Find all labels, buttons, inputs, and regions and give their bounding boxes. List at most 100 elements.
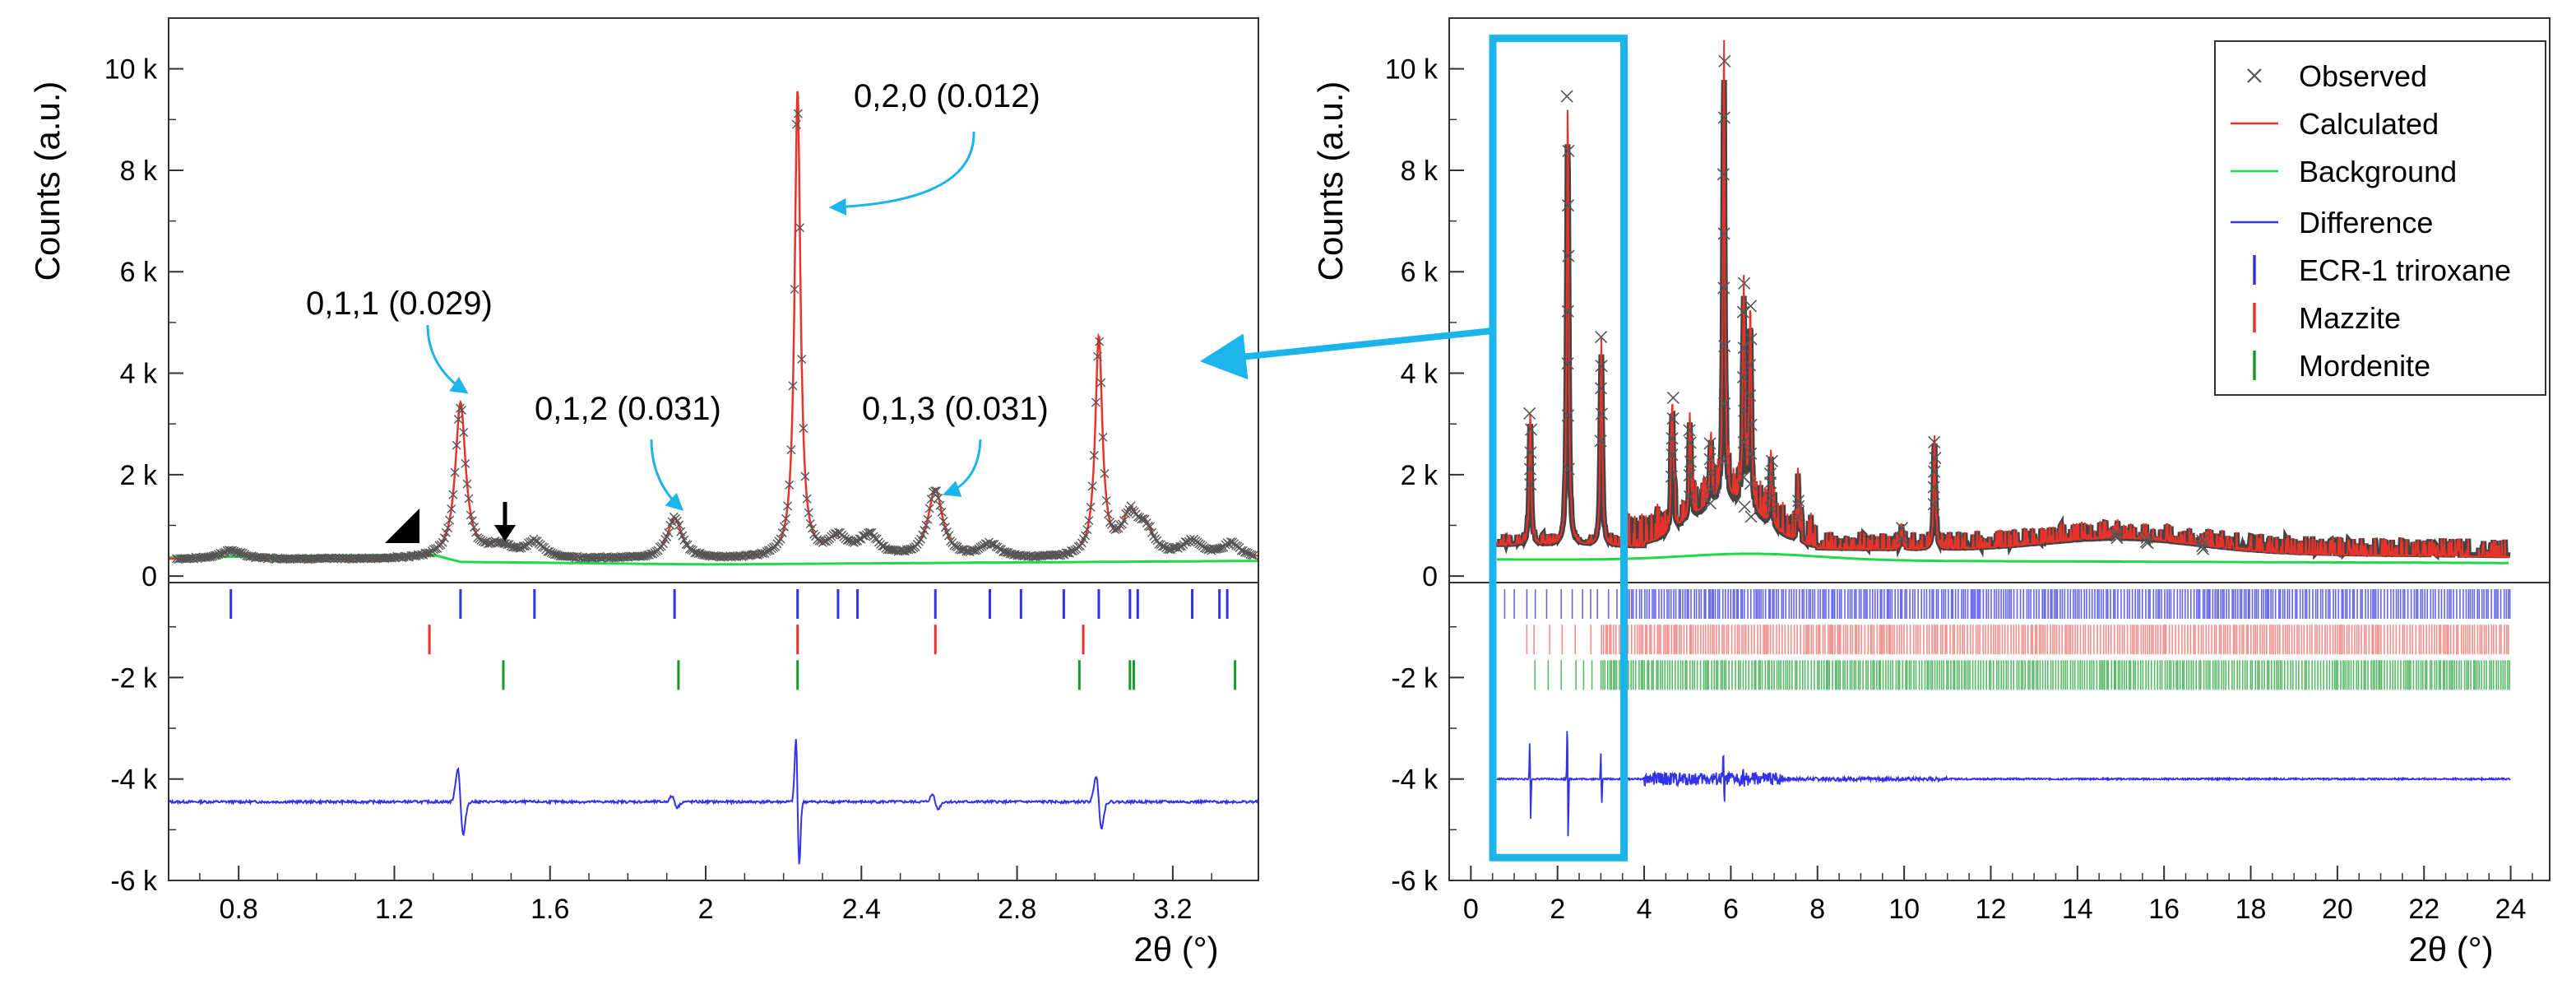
annotation-013: 0,1,3 (0.031) — [862, 391, 1049, 427]
zoom-observed-point — [1145, 522, 1155, 532]
zoom-observed-point — [448, 490, 458, 499]
full-observed-point — [1562, 249, 1575, 262]
full-observed-point — [1765, 454, 1779, 467]
legend-symbol — [2247, 68, 2262, 83]
zoom-observed-point — [776, 534, 785, 544]
full-x-tick-label: 16 — [2148, 894, 2180, 925]
full-observed-point — [1744, 447, 1758, 460]
full-observed-point — [1927, 481, 1940, 494]
zoom-difference-line — [169, 739, 1258, 865]
zoom-observed-point — [807, 523, 817, 533]
zoom-observed-point — [799, 424, 808, 434]
zoom-observed-point — [937, 507, 947, 517]
zoom-panel: -6 k -4 k -2 k 0 2 k 4 k 6 k 8 k 10 k 0.8 1.2 1.6 2… — [28, 17, 1259, 968]
full-observed-point — [1595, 331, 1608, 344]
full-observed-point — [2141, 536, 2154, 550]
full-observed-point — [1764, 491, 1777, 504]
zoom-observed-point — [1007, 549, 1017, 559]
full-observed-point — [1595, 407, 1608, 420]
full-observed-point — [1743, 359, 1757, 372]
zoom-observed-point — [910, 542, 920, 552]
legend-label: Observed — [2299, 59, 2427, 93]
full-observed-point — [1791, 510, 1805, 523]
full-observed-point — [1744, 418, 1758, 431]
zoom-observed-point — [1214, 544, 1223, 554]
zoom-observed-point — [771, 541, 781, 551]
zoom-observed-point — [415, 550, 424, 560]
zoom-observed-point — [783, 501, 793, 511]
zoom-observed-point — [940, 523, 950, 532]
full-y-tick-label: 6 k — [1401, 257, 1439, 288]
full-observed-point — [1792, 495, 1805, 508]
zoom-observed-point — [788, 381, 798, 391]
zoom-observed-point — [781, 513, 791, 523]
legend-label: Background — [2299, 155, 2457, 188]
zoom-y-tick-label: 4 k — [120, 359, 158, 390]
zoom-observed-point — [1119, 516, 1128, 526]
zoom-observed-point — [462, 479, 472, 489]
zoom-observed-point — [711, 551, 720, 561]
full-y-tick-label: 8 k — [1401, 156, 1439, 187]
full-x-tick-label: 20 — [2322, 894, 2353, 925]
zoom-observed-point — [920, 526, 929, 535]
zoom-observed-point — [1137, 514, 1147, 524]
zoom-observed-point — [842, 535, 852, 545]
full-observed-point — [1763, 467, 1777, 481]
zoom-observed-point — [934, 493, 943, 503]
full-y-tick-label: 4 k — [1401, 359, 1439, 390]
full-observed-point — [1562, 462, 1575, 476]
legend-label: ECR-1 triroxane — [2299, 253, 2511, 287]
zoom-observed-point — [205, 552, 215, 562]
zoom-observed-point — [692, 548, 702, 558]
full-observed-point — [1561, 199, 1575, 212]
full-observed-point — [1683, 490, 1697, 504]
zoom-y-tick-label: 10 k — [104, 54, 158, 86]
full-x-tick-label: 8 — [1809, 894, 1825, 925]
full-observed-point — [1718, 340, 1731, 353]
zoom-observed-point — [779, 522, 789, 532]
zoom-observed-point — [447, 504, 456, 514]
legend-label: Mordenite — [2299, 349, 2430, 383]
zoom-y-tick-label: 2 k — [120, 460, 158, 491]
full-observed-point — [1792, 499, 1805, 513]
full-observed-point — [1895, 522, 1909, 535]
zoom-observed-point — [1180, 537, 1190, 547]
zoom-observed-point — [438, 537, 447, 547]
zoom-y-axis-title: Counts (a.u.) — [28, 81, 67, 281]
zoom-observed-point — [1149, 532, 1159, 541]
full-panel: -6 k-4 k-2 k02 k4 k6 k8 k10 k 0 2 4 6 8 10 12 1… — [1311, 17, 2551, 968]
full-x-tick-label: 6 — [1723, 894, 1739, 925]
full-x-tick-label: 4 — [1637, 894, 1652, 925]
zoom-observed-point — [709, 550, 719, 560]
zoom-observed-point — [935, 500, 945, 510]
full-observed-point — [2110, 529, 2124, 542]
zoom-observed-point — [1067, 546, 1077, 555]
zoom-observed-point — [757, 548, 767, 558]
zoom-observed-point — [1143, 521, 1153, 531]
zoom-observed-point — [234, 548, 244, 558]
zoom-observed-point — [450, 467, 460, 477]
zoom-x-tick-label: 0.8 — [220, 894, 258, 925]
zoom-observed-point — [785, 480, 795, 490]
full-observed-point — [1524, 478, 1537, 491]
full-observed-point — [1561, 357, 1574, 370]
zoom-observed-point — [461, 458, 470, 468]
full-observed-point — [1683, 469, 1696, 482]
full-y-tick-label: -2 k — [1391, 662, 1439, 694]
zoom-observed-point — [656, 541, 666, 551]
zoom-observed-point — [225, 546, 235, 555]
full-observed-point — [1928, 465, 1941, 478]
zoom-observed-point — [1061, 548, 1071, 558]
zoom-x-tick-label: 2.4 — [842, 894, 881, 925]
zoom-observed-point — [233, 547, 243, 557]
annotation-011-arrow — [426, 324, 469, 394]
zoom-observed-point — [930, 486, 940, 496]
zoom-observed-point — [1096, 378, 1106, 388]
full-y-tick-label: 2 k — [1401, 460, 1439, 491]
legend: Observed Calculated Background Difference EC… — [2214, 40, 2546, 396]
full-observed-point — [1929, 452, 1942, 465]
zoom-observed-point — [1100, 469, 1110, 479]
zoom-observed-point — [1249, 550, 1258, 560]
down-arrow-marker — [494, 502, 516, 541]
